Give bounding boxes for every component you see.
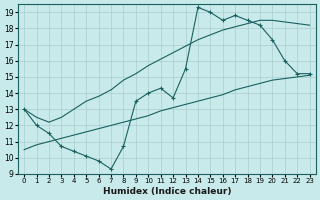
X-axis label: Humidex (Indice chaleur): Humidex (Indice chaleur) bbox=[103, 187, 231, 196]
